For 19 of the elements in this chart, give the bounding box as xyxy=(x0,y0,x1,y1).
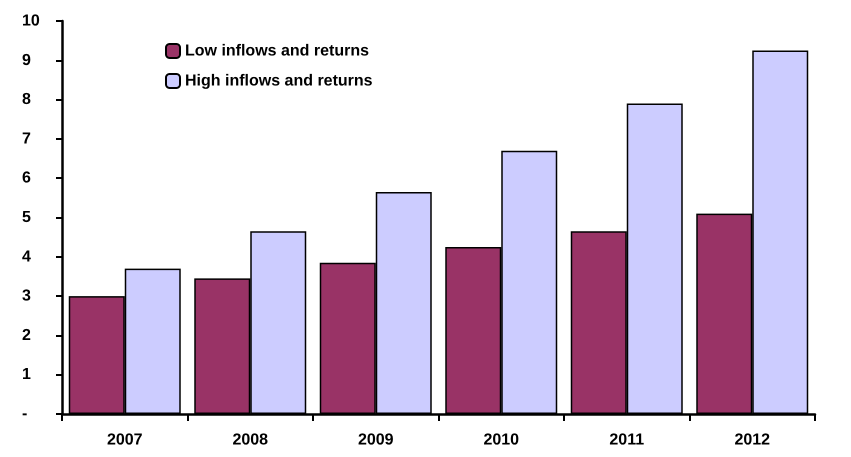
y-tick-label: 3 xyxy=(22,288,31,305)
y-tick-label: 4 xyxy=(22,248,31,266)
legend-label: Low inflows and returns xyxy=(185,42,370,60)
x-tick-label: 2012 xyxy=(734,432,770,448)
y-tick-label: - xyxy=(22,406,28,422)
x-tick-label: 2009 xyxy=(358,432,394,448)
legend-label: High inflows and returns xyxy=(185,72,373,90)
x-tick-label: 2008 xyxy=(232,432,268,448)
y-tick-label: 8 xyxy=(22,91,31,108)
y-tick-label: 2 xyxy=(22,326,31,344)
y-tick-label: 6 xyxy=(22,170,31,187)
x-tick-label: 2007 xyxy=(106,432,143,448)
y-tick-label: 9 xyxy=(22,52,31,69)
x-tick-label: 2011 xyxy=(609,432,644,448)
y-tick-label: 5 xyxy=(22,209,31,226)
y-tick-label: 1 xyxy=(22,366,31,384)
x-tick-label: 2010 xyxy=(483,432,520,448)
y-tick-label: 10 xyxy=(22,12,40,30)
y-tick-label: 7 xyxy=(22,130,31,148)
